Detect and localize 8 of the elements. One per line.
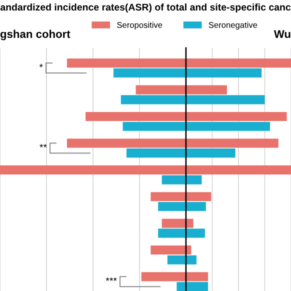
legend-label: Seronegative	[208, 22, 258, 30]
annotation: ***	[106, 277, 117, 281]
legend-label: Seropositive	[117, 22, 162, 30]
chart-title: andardized incidence rates(ASR) of total and site-specific canc	[0, 3, 291, 13]
annotation: **	[40, 144, 47, 148]
text: Wu	[274, 30, 290, 38]
text: gshan cohort	[0, 30, 70, 40]
annotation: *	[39, 64, 43, 68]
